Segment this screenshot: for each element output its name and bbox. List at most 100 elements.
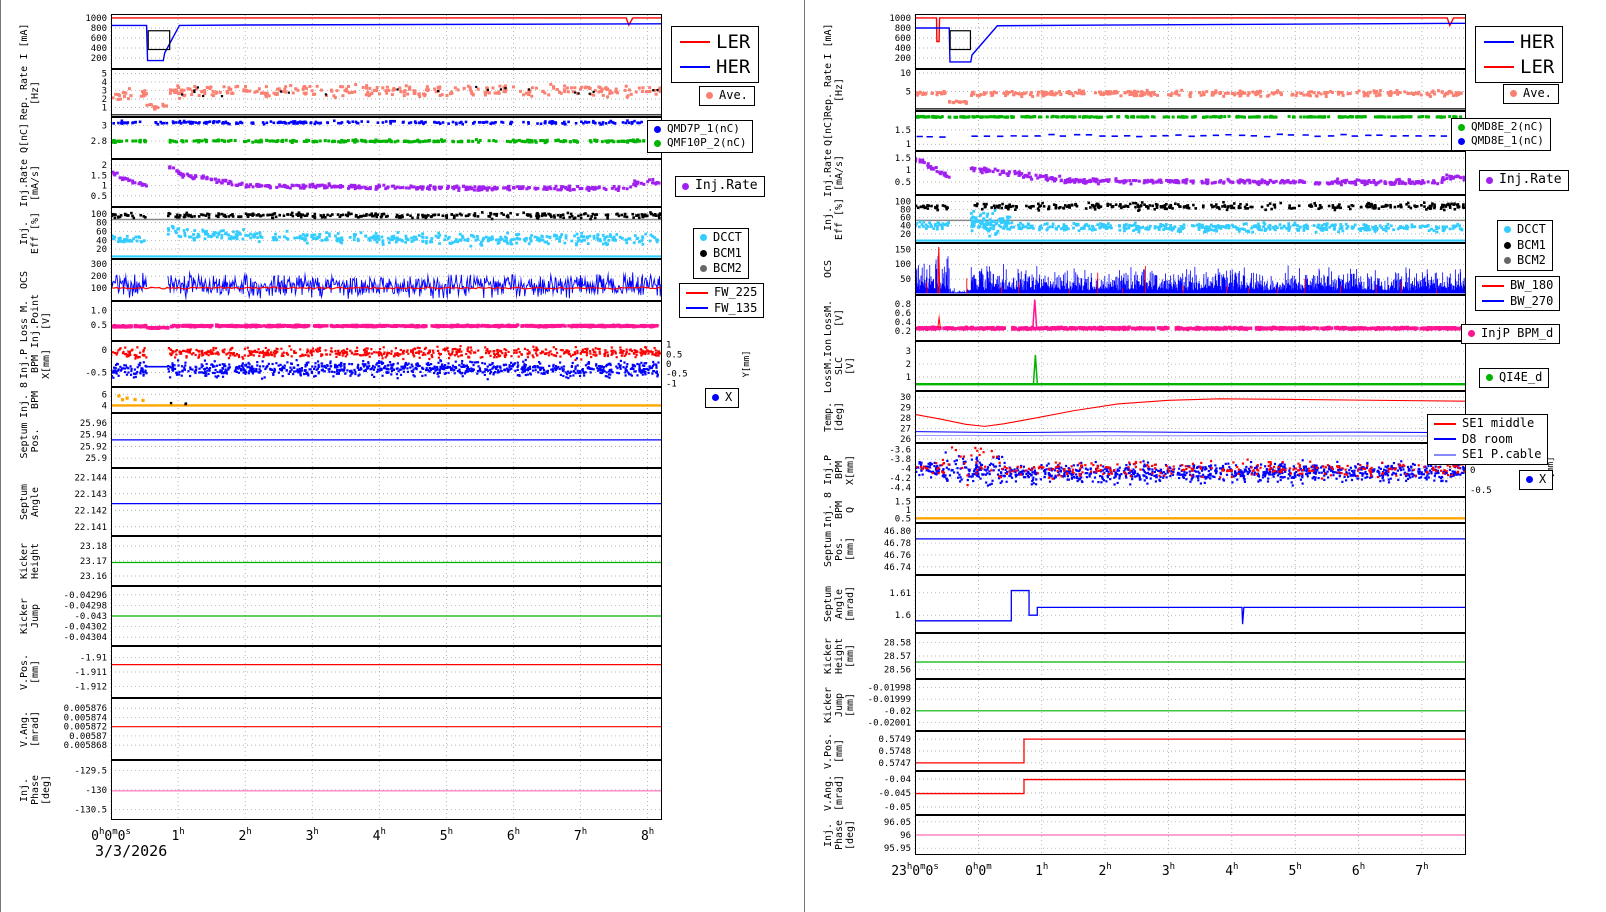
legend-label: BCM2 bbox=[1517, 253, 1546, 268]
her-line-marker bbox=[1484, 41, 1514, 44]
legend-item-her: HER bbox=[680, 55, 750, 80]
fw225-line-marker bbox=[686, 291, 708, 294]
legend-label: X bbox=[725, 390, 733, 404]
legend-item-se1-pcable: SE1 P.cable bbox=[1434, 447, 1541, 463]
x-dot-marker bbox=[712, 394, 719, 402]
legend-inj-rate-right: Inj.Rate bbox=[1479, 170, 1569, 191]
legend-item-fw225: FW_225 bbox=[686, 285, 757, 301]
legend-item-qmd8e2: QMD8E_2(nC) bbox=[1458, 120, 1544, 134]
legend-label: DCCT bbox=[713, 230, 742, 244]
se1-pcable-line-marker bbox=[1434, 453, 1456, 456]
injp-bpm-d-dot-marker bbox=[1468, 330, 1475, 338]
legend-item-bcm1: BCM1 bbox=[1504, 238, 1546, 254]
bw180-line-marker bbox=[1482, 284, 1504, 287]
legend-label: HER bbox=[1520, 31, 1555, 53]
legend-item-ave: Ave. bbox=[706, 88, 748, 104]
legend-item-dcct: DCCT bbox=[1504, 222, 1546, 238]
dcct-dot-marker bbox=[1504, 226, 1511, 234]
legend-label: Inj.Rate bbox=[695, 178, 758, 193]
legend-label: FW_135 bbox=[714, 300, 758, 315]
legend-item-qmf10p2: QMF10P_2(nC) bbox=[654, 136, 746, 150]
legend-charge-monitors-right: QMD8E_2(nC) QMD8E_1(nC) bbox=[1451, 118, 1551, 151]
legend-item-bw180: BW_180 bbox=[1482, 278, 1553, 294]
legend-label: QMD8E_1(nC) bbox=[1471, 134, 1544, 148]
legend-beam-species-right: HER LER bbox=[1475, 26, 1564, 84]
legend-item-ave: Ave. bbox=[1510, 86, 1552, 102]
dcct-dot-marker bbox=[700, 234, 707, 242]
legend-item-injp-bpm-d: InjP BPM_d bbox=[1468, 326, 1553, 342]
legend-bpm-x-left: X bbox=[705, 388, 740, 408]
legend-injp-bpm-d: InjP BPM_d bbox=[1461, 324, 1561, 344]
legend-item-x: X bbox=[712, 390, 732, 406]
injrate-dot-marker bbox=[1486, 176, 1493, 184]
legend-inj-rate-left: Inj.Rate bbox=[675, 176, 765, 197]
legend-item-qmd8e1: QMD8E_1(nC) bbox=[1458, 134, 1544, 148]
legend-label: LER bbox=[1520, 55, 1555, 78]
x-dot-marker bbox=[1526, 476, 1533, 484]
legend-label: BCM1 bbox=[713, 245, 742, 260]
legend-item-bcm2: BCM2 bbox=[1504, 253, 1546, 269]
her-monitor-panel: HER LER Ave. QMD8E_2(nC) QMD8E_1(nC) Inj… bbox=[804, 0, 1606, 912]
legend-item-her: HER bbox=[1484, 30, 1554, 55]
legend-item-qmd7p1: QMD7P_1(nC) bbox=[654, 122, 746, 136]
bcm2-dot-marker bbox=[700, 265, 707, 273]
legend-efficiency-right: DCCT BCM1 BCM2 bbox=[1497, 220, 1553, 271]
legend-item-bcm2: BCM2 bbox=[700, 261, 742, 277]
bcm1-dot-marker bbox=[1504, 241, 1511, 249]
legend-label: SE1 middle bbox=[1462, 416, 1535, 430]
legend-item-dcct: DCCT bbox=[700, 230, 742, 246]
injrate-dot-marker bbox=[682, 182, 689, 190]
legend-label: QI4E_d bbox=[1499, 370, 1543, 384]
legend-label: D8 room bbox=[1462, 431, 1513, 446]
legend-efficiency-left: DCCT BCM1 BCM2 bbox=[693, 228, 749, 279]
legend-label: Ave. bbox=[719, 88, 748, 102]
legend-label: BCM1 bbox=[1517, 237, 1546, 252]
legend-item-x: X bbox=[1526, 472, 1546, 488]
legend-label: Inj.Rate bbox=[1499, 172, 1562, 187]
legend-label: BW_270 bbox=[1510, 293, 1554, 308]
legend-label: QMF10P_2(nC) bbox=[667, 136, 747, 150]
legend-label: Ave. bbox=[1523, 86, 1552, 100]
qmf10p2-dot-marker bbox=[654, 139, 661, 147]
ler-line-marker bbox=[680, 41, 710, 44]
qmd8e2-dot-marker bbox=[1458, 123, 1465, 131]
date-label: 3/3/2026 bbox=[95, 842, 168, 860]
ler-line-marker bbox=[1484, 66, 1514, 69]
d8-room-line-marker bbox=[1434, 438, 1456, 441]
ler-monitor-panel: 3/3/2026 LER HER Ave. QMD7P_1(nC) QMF10P… bbox=[1, 0, 804, 912]
bcm2-dot-marker bbox=[1504, 257, 1511, 265]
legend-qi4e-d: QI4E_d bbox=[1479, 368, 1550, 388]
legend-item-bcm1: BCM1 bbox=[700, 246, 742, 262]
bcm1-dot-marker bbox=[700, 249, 707, 257]
legend-bpm-x-right: X bbox=[1519, 470, 1554, 490]
legend-loss-monitors-left: FW_225 FW_135 bbox=[679, 283, 765, 319]
legend-item-qi4e-d: QI4E_d bbox=[1486, 370, 1542, 386]
legend-label: HER bbox=[716, 55, 751, 78]
legend-label: SE1 P.cable bbox=[1462, 447, 1542, 462]
ave-dot-marker bbox=[706, 92, 713, 100]
legend-label: QMD7P_1(nC) bbox=[667, 122, 740, 135]
legend-temperature: SE1 middle D8 room SE1 P.cable bbox=[1427, 414, 1549, 465]
legend-ave-right: Ave. bbox=[1503, 84, 1559, 104]
legend-label: X bbox=[1539, 472, 1547, 486]
legend-label: QMD8E_2(nC) bbox=[1471, 120, 1544, 133]
legend-item-d8-room: D8 room bbox=[1434, 432, 1541, 448]
legend-label: FW_225 bbox=[714, 285, 758, 299]
legend-item-fw135: FW_135 bbox=[686, 301, 757, 317]
legend-label: InjP BPM_d bbox=[1481, 326, 1554, 340]
her-line-marker bbox=[680, 66, 710, 69]
legend-item-se1-middle: SE1 middle bbox=[1434, 416, 1541, 432]
ave-dot-marker bbox=[1510, 90, 1517, 98]
legend-item-injrate: Inj.Rate bbox=[1486, 172, 1562, 189]
qmd8e1-dot-marker bbox=[1458, 137, 1465, 145]
legend-label: BW_180 bbox=[1510, 278, 1554, 292]
legend-item-ler: LER bbox=[680, 30, 750, 55]
legend-charge-monitors-left: QMD7P_1(nC) QMF10P_2(nC) bbox=[647, 120, 754, 153]
legend-label: LER bbox=[716, 31, 751, 53]
bw270-line-marker bbox=[1482, 300, 1504, 303]
legend-label: DCCT bbox=[1517, 222, 1546, 236]
fw135-line-marker bbox=[686, 307, 708, 310]
qi4e-d-dot-marker bbox=[1486, 374, 1493, 382]
legend-item-injrate: Inj.Rate bbox=[682, 178, 758, 195]
